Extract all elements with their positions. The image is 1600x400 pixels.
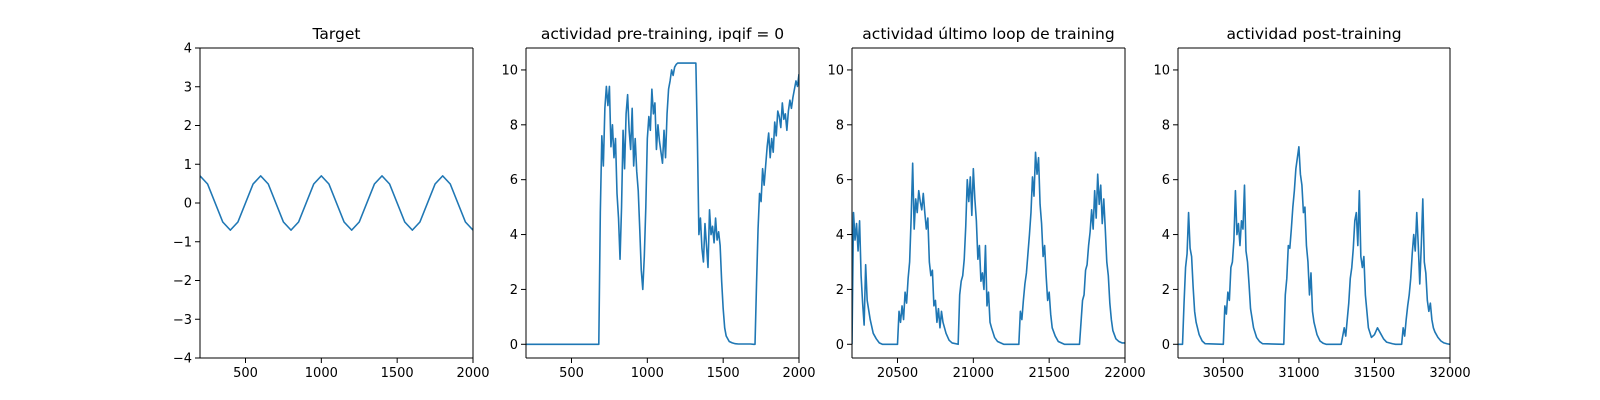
- y-tick-label: 10: [827, 63, 844, 78]
- x-tick-label: 1000: [631, 366, 664, 381]
- y-tick-label: 2: [836, 283, 844, 298]
- series-line: [852, 151, 1125, 346]
- subplot-1: Target 500 1000 1500 2000 −4 −3 −2 −1 0 1 2 3 4: [173, 25, 490, 381]
- chart-title: actividad post-training: [1226, 25, 1401, 43]
- y-tick-label: 8: [836, 118, 844, 133]
- y-tick-label: 4: [510, 228, 518, 243]
- y-tick-label: 2: [184, 119, 192, 134]
- series-line: [200, 175, 473, 231]
- subplot-4: actividad post-training 30500 31000 31500 32…: [1153, 25, 1470, 381]
- y-tick-label: 2: [1162, 283, 1170, 298]
- y-tick-label: 10: [501, 63, 518, 78]
- y-tick-label: 6: [1162, 173, 1170, 188]
- y-tick-label: 0: [836, 338, 844, 353]
- y-tick-label: −4: [173, 352, 192, 367]
- x-tick-label: 20500: [877, 366, 918, 381]
- x-tick-label: 22000: [1104, 366, 1145, 381]
- y-tick-label: 0: [1162, 338, 1170, 353]
- y-tick-label: 0: [184, 197, 192, 212]
- y-tick-label: 10: [1153, 63, 1170, 78]
- x-tick-label: 31000: [1278, 366, 1319, 381]
- x-tick-label: 30500: [1203, 366, 1244, 381]
- y-tick-label: 4: [836, 228, 844, 243]
- chart-title: actividad último loop de training: [862, 25, 1114, 43]
- x-tick-label: 32000: [1429, 366, 1470, 381]
- x-tick-label: 500: [559, 366, 584, 381]
- x-tick-label: 31500: [1354, 366, 1395, 381]
- x-tick-label: 1500: [707, 366, 740, 381]
- chart-title: actividad pre-training, ipqif = 0: [541, 25, 784, 43]
- y-tick-label: 0: [510, 338, 518, 353]
- x-tick-label: 21000: [953, 366, 994, 381]
- y-tick-label: 8: [1162, 118, 1170, 133]
- x-tick-label: 21500: [1028, 366, 1069, 381]
- y-tick-label: 6: [510, 173, 518, 188]
- y-tick-label: 6: [836, 173, 844, 188]
- chart-title: Target: [312, 25, 361, 43]
- x-tick-label: 500: [233, 366, 258, 381]
- y-tick-label: 1: [184, 158, 192, 173]
- y-tick-label: −3: [173, 313, 192, 328]
- x-tick-label: 2000: [456, 366, 489, 381]
- y-tick-label: 4: [184, 42, 192, 57]
- y-tick-label: −2: [173, 274, 192, 289]
- y-tick-label: 2: [510, 283, 518, 298]
- x-tick-label: 1000: [305, 366, 338, 381]
- y-tick-label: −1: [173, 235, 192, 250]
- series-line: [1178, 145, 1450, 346]
- y-tick-label: 8: [510, 118, 518, 133]
- x-tick-label: 1500: [381, 366, 414, 381]
- subplot-2: actividad pre-training, ipqif = 0 500 1000…: [501, 25, 815, 381]
- series-line: [526, 62, 799, 346]
- y-tick-label: 4: [1162, 228, 1170, 243]
- x-tick-label: 2000: [782, 366, 815, 381]
- y-tick-label: 3: [184, 80, 192, 95]
